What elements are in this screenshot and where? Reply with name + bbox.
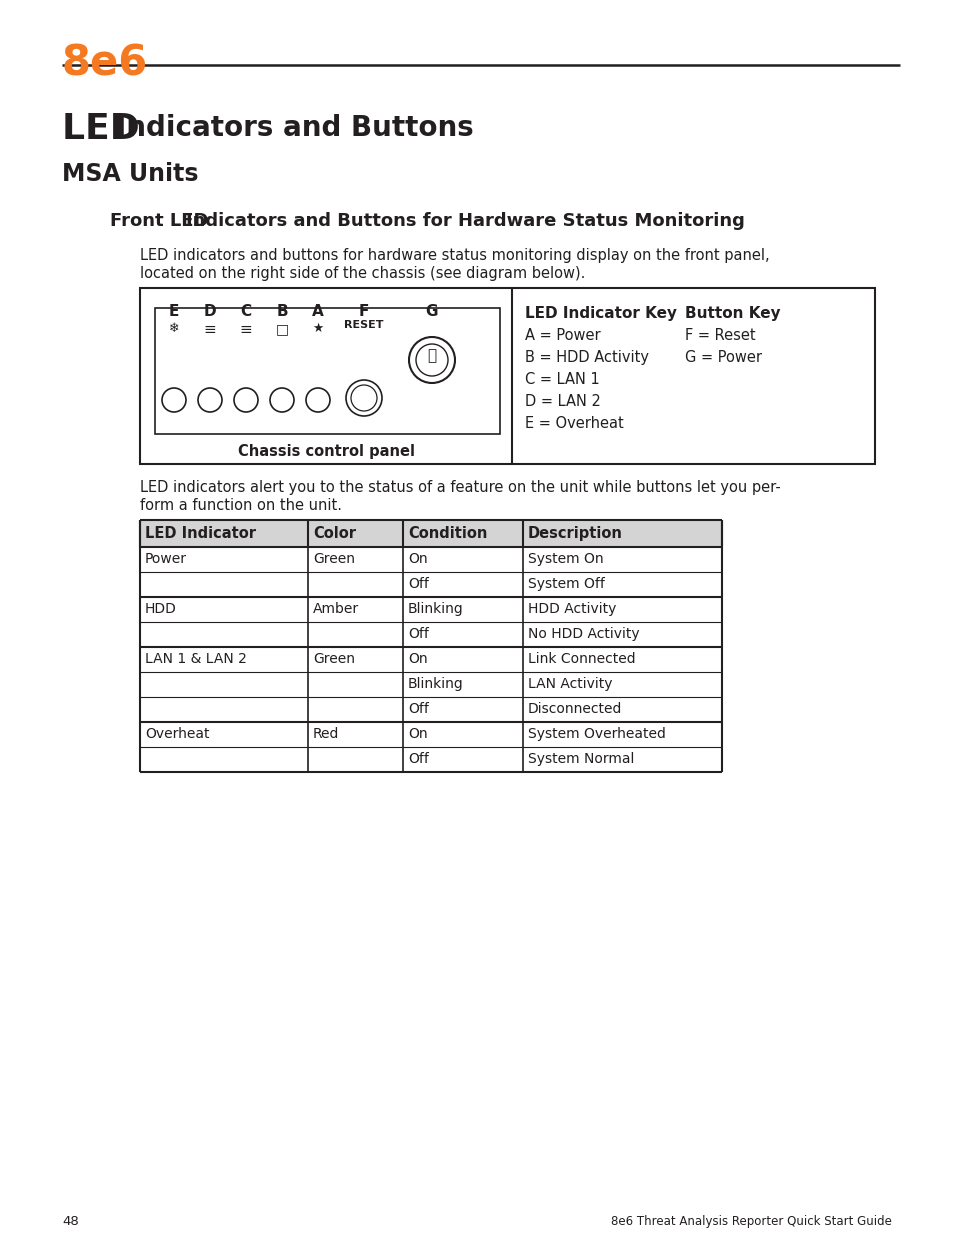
Bar: [154, 308, 499, 433]
Text: A = Power: A = Power: [524, 329, 600, 343]
Text: Off: Off: [408, 701, 429, 716]
Text: Button Key: Button Key: [684, 306, 780, 321]
Circle shape: [198, 388, 222, 412]
Bar: [140, 520, 721, 547]
Circle shape: [233, 388, 257, 412]
Text: □: □: [275, 322, 288, 336]
Text: Green: Green: [313, 652, 355, 666]
Text: Blinking: Blinking: [408, 601, 463, 616]
Text: Blinking: Blinking: [408, 677, 463, 692]
Text: G = Power: G = Power: [684, 350, 761, 366]
Circle shape: [416, 345, 448, 375]
Text: 8e6 Threat Analysis Reporter Quick Start Guide: 8e6 Threat Analysis Reporter Quick Start…: [611, 1215, 891, 1228]
Text: Front LED: Front LED: [110, 212, 214, 230]
Text: 48: 48: [62, 1215, 79, 1228]
Text: D = LAN 2: D = LAN 2: [524, 394, 600, 409]
Text: Red: Red: [313, 727, 339, 741]
Text: C: C: [240, 304, 252, 319]
Text: B: B: [276, 304, 288, 319]
Circle shape: [306, 388, 330, 412]
Text: Off: Off: [408, 627, 429, 641]
Text: Link Connected: Link Connected: [527, 652, 635, 666]
Circle shape: [351, 385, 376, 411]
Text: System On: System On: [527, 552, 603, 566]
Text: HDD Activity: HDD Activity: [527, 601, 616, 616]
Text: HDD: HDD: [145, 601, 176, 616]
Text: Power: Power: [145, 552, 187, 566]
Text: LED: LED: [62, 112, 152, 146]
Text: located on the right side of the chassis (see diagram below).: located on the right side of the chassis…: [140, 266, 585, 282]
Text: System Normal: System Normal: [527, 752, 634, 766]
Text: Off: Off: [408, 577, 429, 592]
Text: Indicators and Buttons: Indicators and Buttons: [116, 114, 474, 142]
Text: G: G: [425, 304, 437, 319]
Circle shape: [162, 388, 186, 412]
Text: LED indicators and buttons for hardware status monitoring display on the front p: LED indicators and buttons for hardware …: [140, 248, 769, 263]
Text: A: A: [312, 304, 323, 319]
Bar: [140, 288, 874, 464]
Text: C = LAN 1: C = LAN 1: [524, 372, 599, 387]
Text: System Overheated: System Overheated: [527, 727, 665, 741]
Text: Description: Description: [527, 526, 622, 541]
Text: form a function on the unit.: form a function on the unit.: [140, 498, 341, 513]
Circle shape: [409, 337, 455, 383]
Text: LAN 1 & LAN 2: LAN 1 & LAN 2: [145, 652, 247, 666]
Text: 8e6: 8e6: [62, 42, 148, 84]
Text: Indicators and Buttons for Hardware Status Monitoring: Indicators and Buttons for Hardware Stat…: [186, 212, 744, 230]
Text: Amber: Amber: [313, 601, 358, 616]
Text: RESET: RESET: [344, 320, 383, 330]
Text: Green: Green: [313, 552, 355, 566]
Text: MSA Units: MSA Units: [62, 162, 198, 186]
Text: No HDD Activity: No HDD Activity: [527, 627, 639, 641]
Text: On: On: [408, 552, 427, 566]
Text: ★: ★: [312, 322, 323, 335]
Text: F = Reset: F = Reset: [684, 329, 755, 343]
Text: ⏻: ⏻: [427, 348, 436, 363]
Text: D: D: [204, 304, 216, 319]
Circle shape: [346, 380, 381, 416]
Text: LED Indicator: LED Indicator: [145, 526, 255, 541]
Text: Chassis control panel: Chassis control panel: [238, 445, 416, 459]
Text: E: E: [169, 304, 179, 319]
Text: Color: Color: [313, 526, 355, 541]
Circle shape: [270, 388, 294, 412]
Text: ❄: ❄: [169, 322, 179, 335]
Text: ≡: ≡: [203, 322, 216, 337]
Text: LED Indicator Key: LED Indicator Key: [524, 306, 677, 321]
Text: F: F: [358, 304, 369, 319]
Text: On: On: [408, 652, 427, 666]
Text: Disconnected: Disconnected: [527, 701, 621, 716]
Text: ≡: ≡: [239, 322, 253, 337]
Text: LAN Activity: LAN Activity: [527, 677, 612, 692]
Text: Off: Off: [408, 752, 429, 766]
Text: E = Overheat: E = Overheat: [524, 416, 623, 431]
Text: Condition: Condition: [408, 526, 487, 541]
Text: Overheat: Overheat: [145, 727, 210, 741]
Text: On: On: [408, 727, 427, 741]
Text: B = HDD Activity: B = HDD Activity: [524, 350, 648, 366]
Text: System Off: System Off: [527, 577, 604, 592]
Text: LED indicators alert you to the status of a feature on the unit while buttons le: LED indicators alert you to the status o…: [140, 480, 780, 495]
